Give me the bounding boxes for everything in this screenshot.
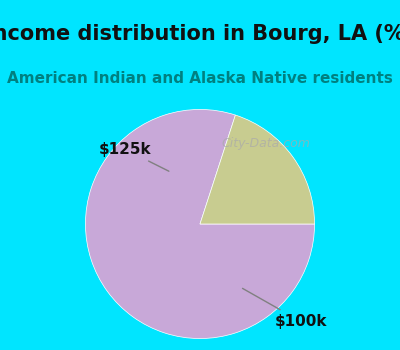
Text: Income distribution in Bourg, LA (%): Income distribution in Bourg, LA (%) (0, 24, 400, 44)
Text: American Indian and Alaska Native residents: American Indian and Alaska Native reside… (7, 71, 393, 86)
Wedge shape (86, 110, 314, 338)
Text: $125k: $125k (99, 142, 169, 171)
Text: $100k: $100k (242, 288, 327, 329)
Wedge shape (200, 115, 314, 224)
Text: City-Data.com: City-Data.com (221, 137, 310, 150)
